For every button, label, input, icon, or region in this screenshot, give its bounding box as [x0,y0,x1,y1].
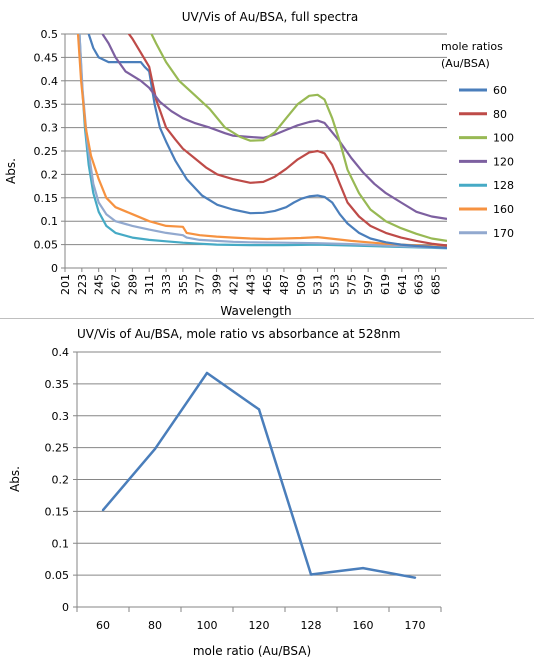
data-point [413,576,417,579]
x-tick-label: 531 [312,274,325,295]
x-tick-label: 170 [405,619,426,632]
y-tick-label: 0.05 [45,569,70,582]
y-tick-label: 0.2 [52,474,70,487]
chart-divider [0,318,534,319]
series-line [102,371,416,579]
y-tick-label: 0.4 [41,75,59,88]
x-tick-label: 685 [430,274,443,295]
x-tick-label: 100 [197,619,218,632]
x-axis-label: mole ratio (Au/BSA) [193,644,311,658]
legend-label-160: 160 [493,203,514,216]
legend-label-100: 100 [493,132,514,145]
y-tick-label: 0 [62,601,69,614]
x-tick-label: 509 [295,274,308,295]
x-tick-label: 553 [328,274,341,295]
data-point [153,447,157,451]
y-tick-label: 0.3 [52,410,70,423]
y-tick-label: 0.35 [45,378,70,391]
data-point [361,566,365,570]
ratio-absorbance-chart: UV/Vis of Au/BSA, mole ratio vs absorban… [8,327,442,658]
chart-title: UV/Vis of Au/BSA, mole ratio vs absorban… [77,327,400,341]
chart-title: UV/Vis of Au/BSA, full spectra [182,10,358,24]
x-tick-label: 487 [278,274,291,295]
y-tick-label: 0.5 [41,28,59,41]
y-tick-label: 0.1 [41,215,59,228]
x-tick-label: 267 [110,274,123,295]
data-point [205,371,209,375]
y-axis-label: Abs. [4,158,18,184]
legend-label-170: 170 [493,227,514,240]
x-tick-label: 597 [362,274,375,295]
y-tick-label: 0.45 [34,51,59,64]
series-line-100 [150,34,447,242]
data-point [257,408,261,411]
x-tick-label: 311 [143,274,156,295]
full-spectra-chart: UV/Vis of Au/BSA, full spectra Abs. Wave… [4,10,514,318]
x-tick-label: 421 [227,274,240,295]
y-tick-label: 0.3 [41,122,59,135]
x-tick-label: 619 [379,274,392,295]
legend-label-80: 80 [493,108,507,121]
legend-title-line-2: (Au/BSA) [441,57,490,70]
x-tick-label: 399 [211,274,224,295]
legend-label-60: 60 [493,84,507,97]
x-tick-label: 80 [148,619,162,632]
y-tick-label: 0.05 [34,239,59,252]
legend-label-120: 120 [493,155,514,168]
x-tick-label: 201 [59,274,72,295]
data-point [101,508,105,512]
x-tick-label: 443 [244,274,257,295]
y-tick-label: 0.35 [34,98,59,111]
x-tick-label: 333 [160,274,173,295]
y-tick-label: 0.1 [52,537,70,550]
x-tick-label: 223 [76,274,89,295]
y-tick-label: 0.15 [45,505,70,518]
x-tick-label: 245 [93,274,106,295]
x-tick-label: 465 [261,274,274,295]
legend-label-128: 128 [493,179,514,192]
series-line-80 [127,34,447,247]
data-point [309,573,313,576]
y-tick-label: 0.25 [45,442,70,455]
x-tick-label: 289 [126,274,139,295]
x-tick-label: 377 [194,274,207,295]
series-line-120 [101,34,447,220]
y-tick-label: 0.2 [41,168,59,181]
series-line-160 [76,34,447,248]
series-line-170 [78,34,447,249]
x-axis-label: Wavelength [220,304,291,318]
x-tick-label: 120 [249,619,270,632]
y-axis-label: Abs. [8,466,22,492]
y-tick-label: 0.25 [34,145,59,158]
series-line-60 [87,34,447,249]
x-tick-label: 355 [177,274,190,295]
legend-title-line-1: mole ratios [441,40,503,53]
y-tick-label: 0 [51,262,58,275]
x-tick-label: 128 [301,619,322,632]
x-tick-label: 641 [396,274,409,295]
x-tick-label: 575 [345,274,358,295]
x-tick-label: 160 [353,619,374,632]
series-line-128 [78,34,447,250]
y-tick-label: 0.4 [52,346,70,359]
x-tick-label: 60 [96,619,110,632]
x-tick-label: 663 [413,274,426,295]
y-tick-label: 0.15 [34,192,59,205]
legend-title: mole ratios (Au/BSA) [441,40,503,70]
